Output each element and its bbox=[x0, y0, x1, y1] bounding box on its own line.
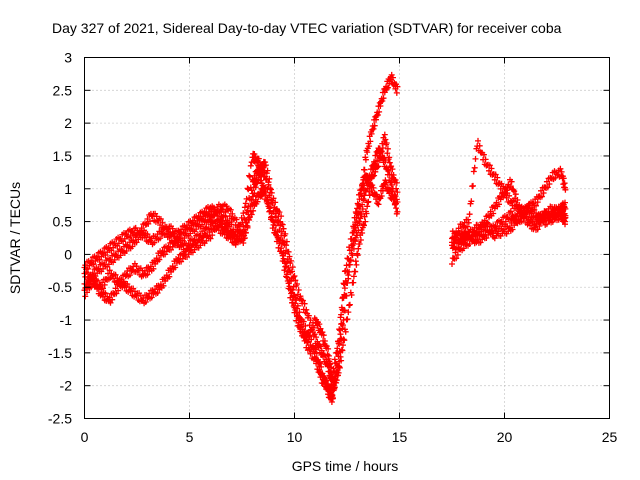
plot-frame bbox=[84, 57, 610, 419]
y-tick-label: 2.5 bbox=[53, 82, 73, 98]
series-8 bbox=[449, 202, 569, 252]
y-axis-ticks: -2.5 -2 -1.5 -1 -0.5 0 0.5 1 1.5 2 2.5 3 bbox=[48, 50, 610, 427]
y-tick-label: -1 bbox=[60, 312, 73, 328]
y-tick-label: 1.5 bbox=[53, 148, 73, 164]
data-points bbox=[81, 71, 569, 405]
y-tick-label: 0.5 bbox=[53, 214, 73, 230]
y-tick-label: 1 bbox=[64, 181, 72, 197]
y-tick-label: 2 bbox=[64, 115, 72, 131]
x-tick-label: 25 bbox=[602, 429, 618, 445]
y-tick-label: -1.5 bbox=[48, 345, 72, 361]
x-tick-label: 10 bbox=[287, 429, 303, 445]
x-tick-label: 20 bbox=[497, 429, 513, 445]
y-tick-label: -0.5 bbox=[48, 279, 72, 295]
y-tick-label: 3 bbox=[64, 50, 72, 66]
x-tick-label: 0 bbox=[81, 429, 89, 445]
x-tick-label: 5 bbox=[186, 429, 194, 445]
y-tick-label: -2.5 bbox=[48, 411, 72, 427]
plus-markers bbox=[449, 202, 569, 252]
x-tick-label: 15 bbox=[392, 429, 408, 445]
y-axis-label: SDTVAR / TECUs bbox=[7, 182, 23, 294]
chart-title: Day 327 of 2021, Sidereal Day-to-day VTE… bbox=[52, 20, 562, 36]
x-axis-ticks: 0 5 10 15 20 25 bbox=[81, 57, 618, 445]
y-tick-label: 0 bbox=[64, 246, 72, 262]
grid-lines bbox=[84, 57, 610, 419]
x-axis-label: GPS time / hours bbox=[292, 458, 399, 474]
y-tick-label: -2 bbox=[60, 378, 73, 394]
